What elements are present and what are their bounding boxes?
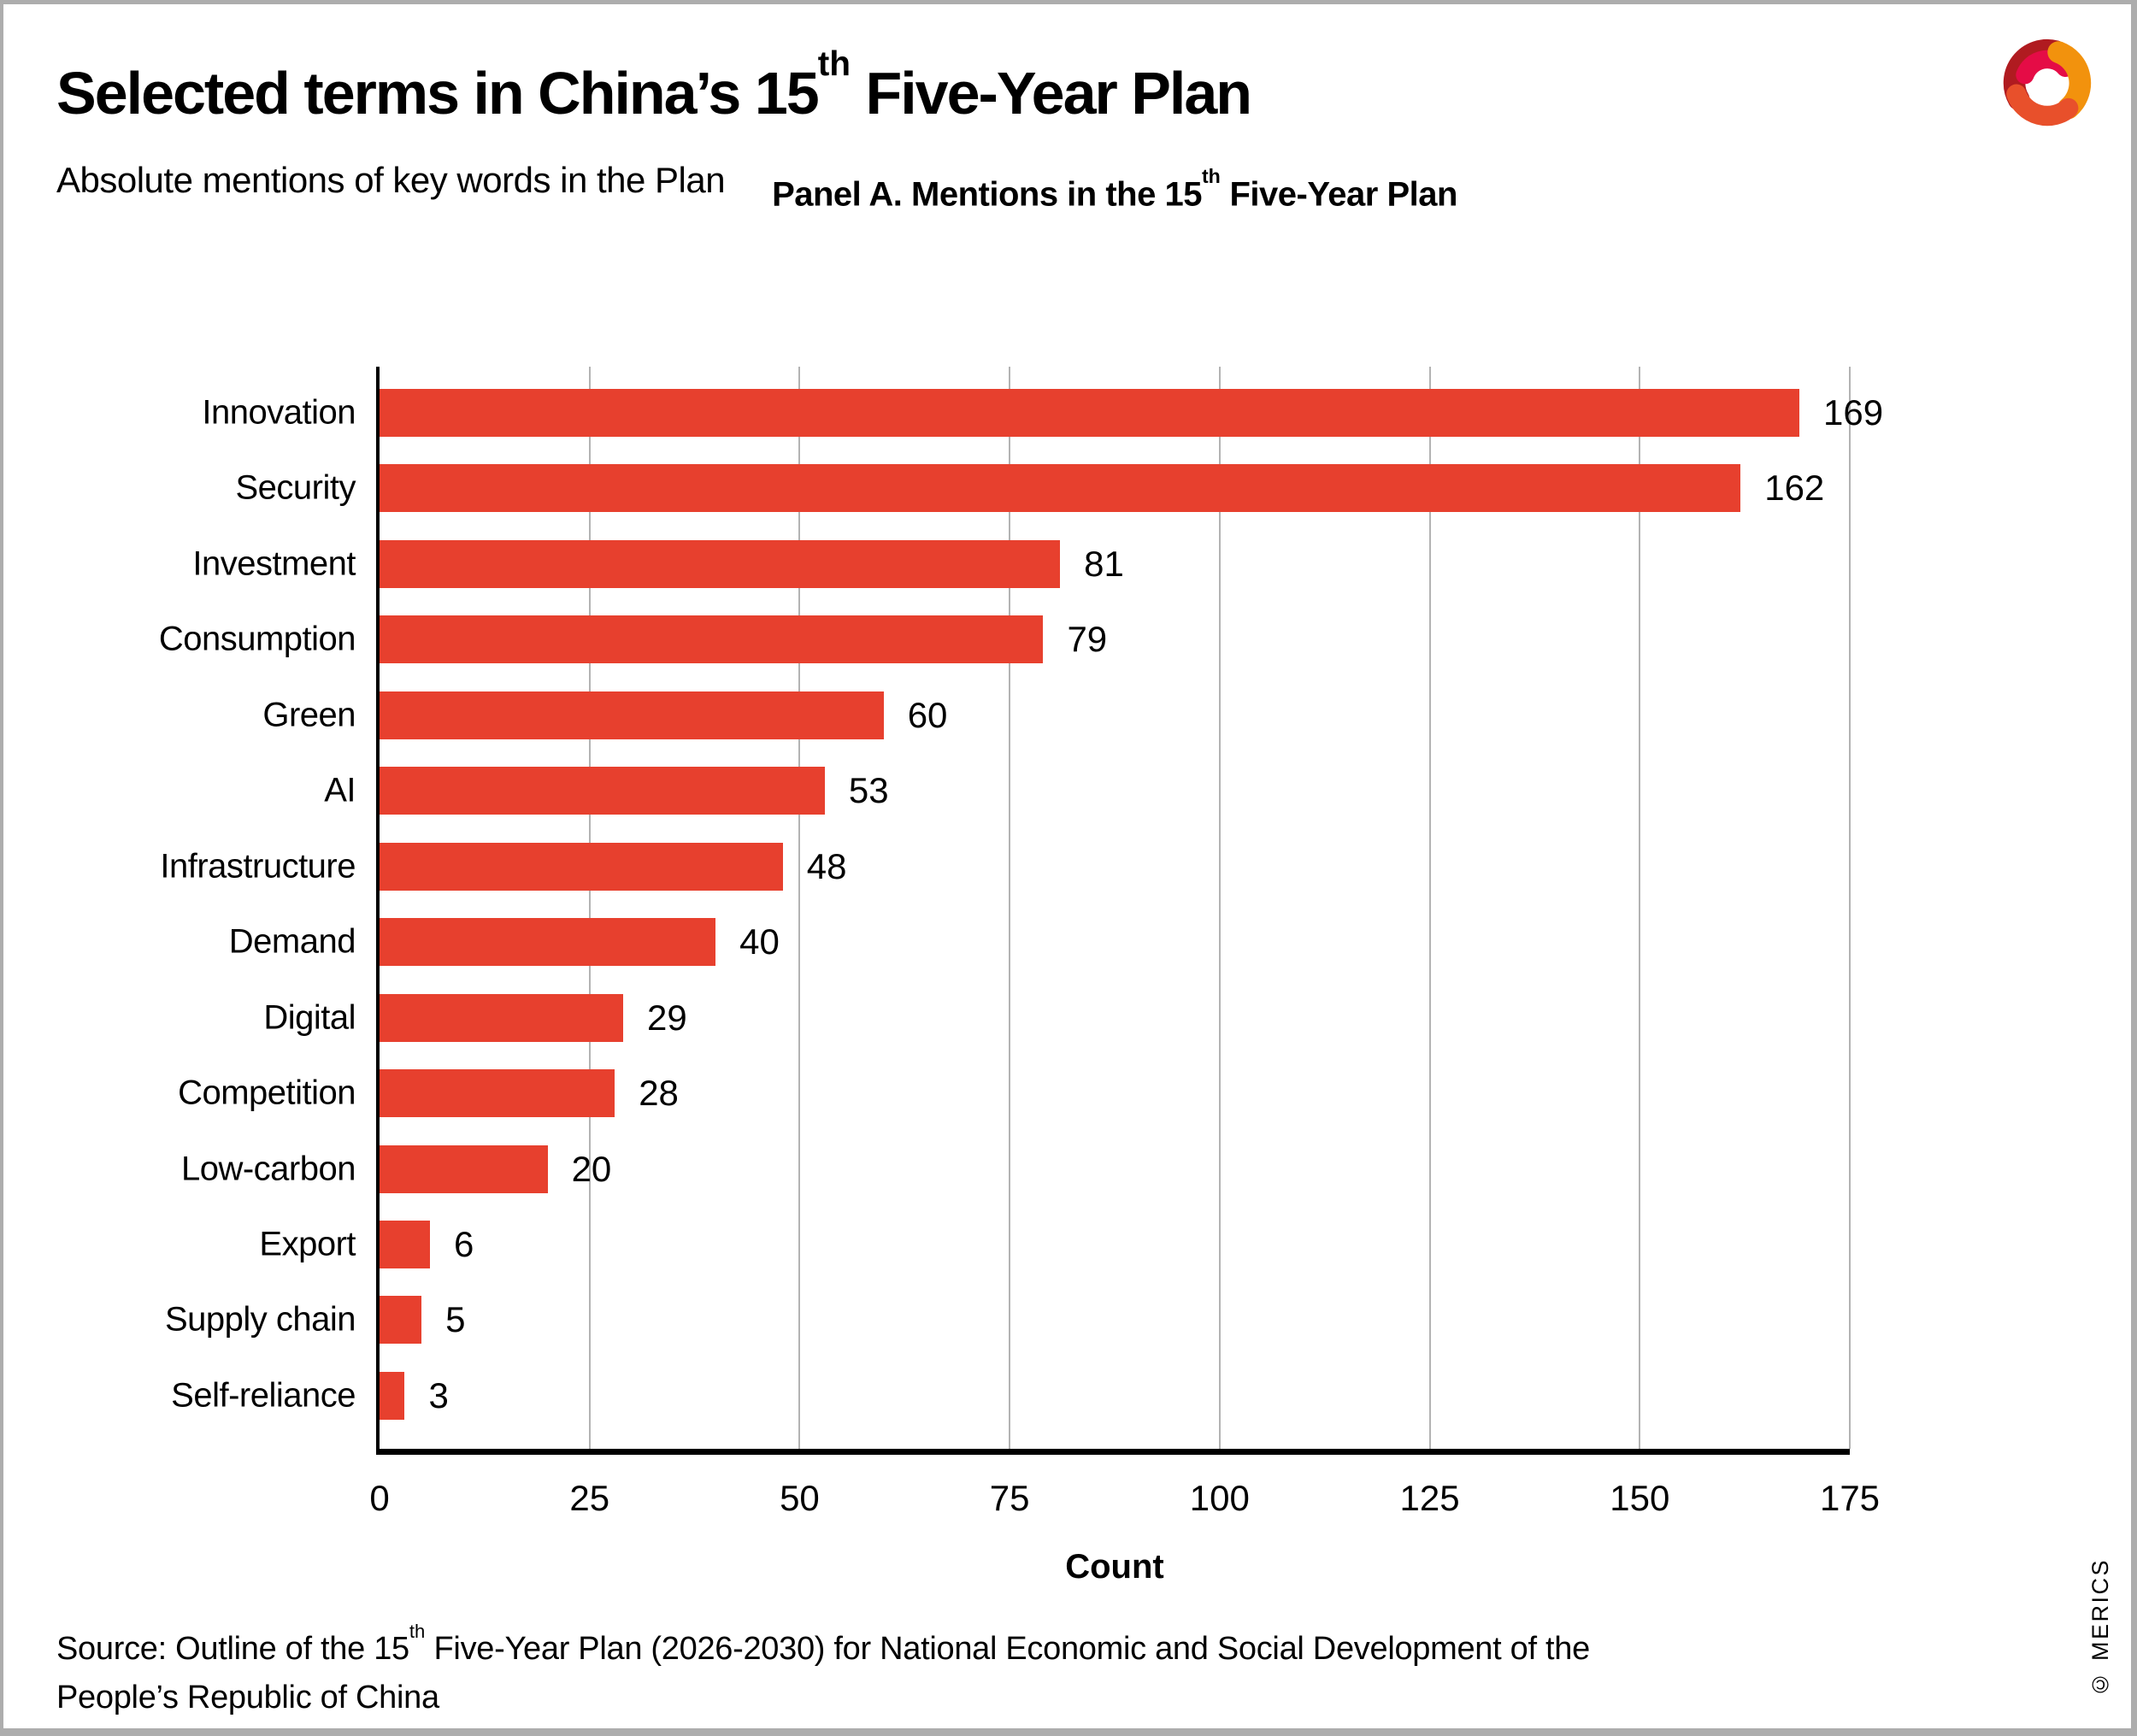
category-label-ai: AI bbox=[324, 771, 356, 809]
page-title-superscript: th bbox=[817, 43, 851, 83]
source-line-1-rest: Five-Year Plan (2026-2030) for National … bbox=[425, 1631, 1591, 1667]
x-tick-label-0: 0 bbox=[369, 1478, 390, 1518]
x-axis-line bbox=[376, 1449, 1850, 1455]
gridline-25 bbox=[588, 367, 591, 1449]
gridline-50 bbox=[798, 367, 801, 1449]
bar-row-consumption: Consumption 79 bbox=[159, 615, 1850, 664]
x-tick-label-175: 175 bbox=[1819, 1478, 1881, 1518]
bar-self-reliance bbox=[380, 1371, 405, 1420]
page-subtitle: Absolute mentions of key words in the Pl… bbox=[56, 160, 726, 200]
value-label-infrastructure: 48 bbox=[806, 845, 847, 886]
y-axis-line bbox=[376, 367, 380, 1449]
bar-demand bbox=[380, 918, 716, 967]
category-label-export: Export bbox=[259, 1225, 356, 1263]
x-tick-label-50: 50 bbox=[780, 1478, 820, 1518]
bar-row-investment: Investment 81 bbox=[192, 539, 1850, 588]
x-tick-label-125: 125 bbox=[1399, 1478, 1460, 1518]
value-label-low-carbon: 20 bbox=[571, 1148, 612, 1189]
category-label-green: Green bbox=[262, 696, 356, 734]
bar-investment bbox=[380, 539, 1061, 588]
bar-row-competition: Competition 28 bbox=[178, 1069, 1850, 1118]
gridline-125 bbox=[1428, 367, 1431, 1449]
bar-consumption bbox=[380, 615, 1044, 664]
bar-row-digital: Digital 29 bbox=[263, 993, 1850, 1042]
value-label-supply-chain: 5 bbox=[445, 1299, 466, 1340]
source-line-2: People’s Republic of China bbox=[56, 1680, 439, 1715]
category-label-self-reliance: Self-reliance bbox=[171, 1376, 356, 1415]
category-label-investment: Investment bbox=[192, 544, 356, 583]
x-tick-label-150: 150 bbox=[1610, 1478, 1670, 1518]
bar-competition bbox=[380, 1069, 615, 1118]
bar-row-export: Export 6 bbox=[259, 1220, 1850, 1268]
x-axis-ticks: 0 25 50 75 100 125 150 175 bbox=[369, 1478, 1880, 1522]
value-label-export: 6 bbox=[453, 1223, 474, 1264]
gridline-100 bbox=[1218, 367, 1221, 1449]
gridline-150 bbox=[1639, 367, 1641, 1449]
value-label-consumption: 79 bbox=[1067, 619, 1108, 660]
bar-row-security: Security 162 bbox=[236, 464, 1850, 513]
bar-digital bbox=[380, 993, 624, 1042]
category-label-digital: Digital bbox=[263, 998, 356, 1037]
bar-green bbox=[380, 691, 884, 739]
value-label-digital: 29 bbox=[647, 997, 687, 1038]
x-tick-label-25: 25 bbox=[569, 1478, 610, 1518]
panel-title-text: Panel A. Mentions in the 15 bbox=[772, 175, 1202, 214]
value-label-investment: 81 bbox=[1084, 543, 1124, 584]
bar-rows: Innovation 169 Security 162 Investment 81 Cons… bbox=[159, 367, 1883, 1449]
copyright-notice: © MERICS bbox=[2087, 1558, 2113, 1698]
category-label-infrastructure: Infrastructure bbox=[160, 847, 356, 886]
panel-title-superscript: th bbox=[1201, 164, 1221, 187]
x-tick-label-75: 75 bbox=[989, 1478, 1030, 1518]
bar-infrastructure bbox=[380, 842, 783, 891]
x-axis-title: Count bbox=[1065, 1548, 1164, 1586]
bar-row-innovation: Innovation 169 bbox=[202, 389, 1883, 437]
value-label-security: 162 bbox=[1764, 468, 1825, 509]
panel-title-rest: Five-Year Plan bbox=[1220, 175, 1457, 214]
category-label-consumption: Consumption bbox=[158, 620, 356, 658]
bar-ai bbox=[380, 767, 825, 815]
bar-export bbox=[380, 1220, 430, 1268]
category-label-demand: Demand bbox=[228, 922, 356, 961]
source-superscript: th bbox=[409, 1620, 426, 1642]
value-label-ai: 53 bbox=[848, 770, 889, 811]
page-title-rest: Five-Year Plan bbox=[851, 60, 1252, 127]
gridline-75 bbox=[1009, 367, 1011, 1449]
category-label-low-carbon: Low-carbon bbox=[180, 1150, 356, 1188]
plot-area: Innovation 169 Security 162 Investment 81 Cons… bbox=[159, 367, 1883, 1455]
page-title: Selected terms in China’s 15th Five-Year… bbox=[56, 44, 1252, 127]
value-label-self-reliance: 3 bbox=[428, 1374, 449, 1415]
value-label-demand: 40 bbox=[739, 921, 780, 962]
category-label-supply-chain: Supply chain bbox=[164, 1300, 356, 1339]
category-label-innovation: Innovation bbox=[202, 393, 356, 432]
bar-row-low-carbon: Low-carbon 20 bbox=[181, 1145, 1850, 1193]
gridline-175 bbox=[1849, 367, 1851, 1449]
bar-row-ai: AI 53 bbox=[324, 767, 1850, 815]
value-label-competition: 28 bbox=[639, 1073, 679, 1114]
bar-row-demand: Demand 40 bbox=[229, 918, 1850, 967]
page-title-text: Selected terms in China’s 15 bbox=[56, 60, 820, 127]
source-line-1: Source: Outline of the 15th Five-Year Pl… bbox=[56, 1621, 1591, 1674]
bar-supply-chain bbox=[380, 1296, 422, 1345]
panel-title: Panel A. Mentions in the 15th Five-Year … bbox=[380, 165, 1850, 214]
x-tick-label-100: 100 bbox=[1189, 1478, 1250, 1518]
category-label-competition: Competition bbox=[178, 1074, 356, 1112]
bar-row-infrastructure: Infrastructure 48 bbox=[160, 842, 1850, 891]
bar-innovation bbox=[380, 389, 1800, 437]
value-label-green: 60 bbox=[907, 694, 948, 735]
category-label-security: Security bbox=[235, 468, 356, 507]
source-note: Source: Outline of the 15th Five-Year Pl… bbox=[56, 1621, 1591, 1722]
bar-row-supply-chain: Supply chain 5 bbox=[165, 1296, 1850, 1345]
bar-security bbox=[380, 464, 1741, 513]
bar-row-green: Green 60 bbox=[262, 691, 1850, 739]
source-line-1-text: Source: Outline of the 15 bbox=[56, 1631, 409, 1667]
merics-logo-icon bbox=[2003, 38, 2092, 127]
bar-row-self-reliance: Self-reliance 3 bbox=[171, 1371, 1850, 1420]
bar-low-carbon bbox=[380, 1145, 548, 1193]
value-label-innovation: 169 bbox=[1823, 392, 1884, 433]
